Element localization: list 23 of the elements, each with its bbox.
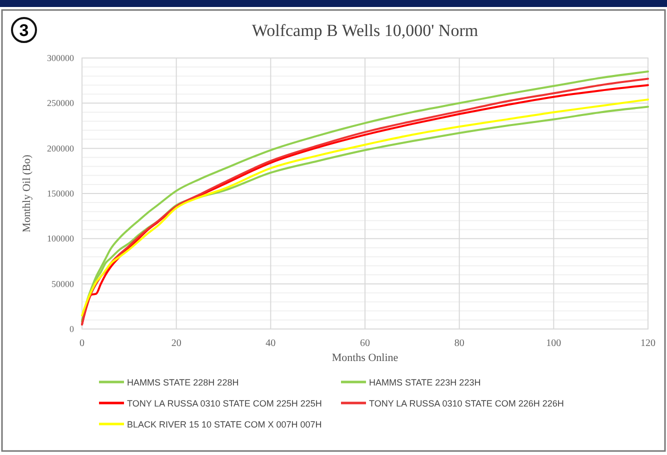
y-tick-label: 50000 [52,278,74,289]
legend-label: HAMMS STATE 228H 228H [127,378,239,388]
x-tick-label: 20 [171,338,182,349]
x-axis-title: Months Online [332,352,398,364]
legend-label: HAMMS STATE 223H 223H [369,378,481,388]
y-tick-label: 150000 [47,188,74,198]
y-tick-label: 250000 [47,98,74,108]
x-tick-label: 100 [546,338,562,349]
x-tick-label: 60 [360,338,370,349]
x-tick-label: 0 [80,338,84,349]
y-tick-label: 0 [70,324,74,334]
legend-label: TONY LA RUSSA 0310 STATE COM 226H 226H [369,398,564,408]
x-tick-label: 120 [640,338,656,349]
text: 3 [19,21,29,40]
legend-label: BLACK RIVER 15 10 STATE COM X 007H 007H [127,420,322,430]
x-tick-label: 40 [266,338,276,349]
y-tick-label: 100000 [47,234,74,244]
legend-label: TONY LA RUSSA 0310 STATE COM 225H 225H [127,398,322,408]
y-tick-label: 300000 [47,53,74,63]
chart-title: Wolfcamp B Wells 10,000' Norm [252,21,478,40]
y-tick-label: 200000 [47,143,74,154]
x-tick-label: 80 [454,338,464,349]
y-axis-title: Monthly Oil (Bo) [21,154,33,232]
